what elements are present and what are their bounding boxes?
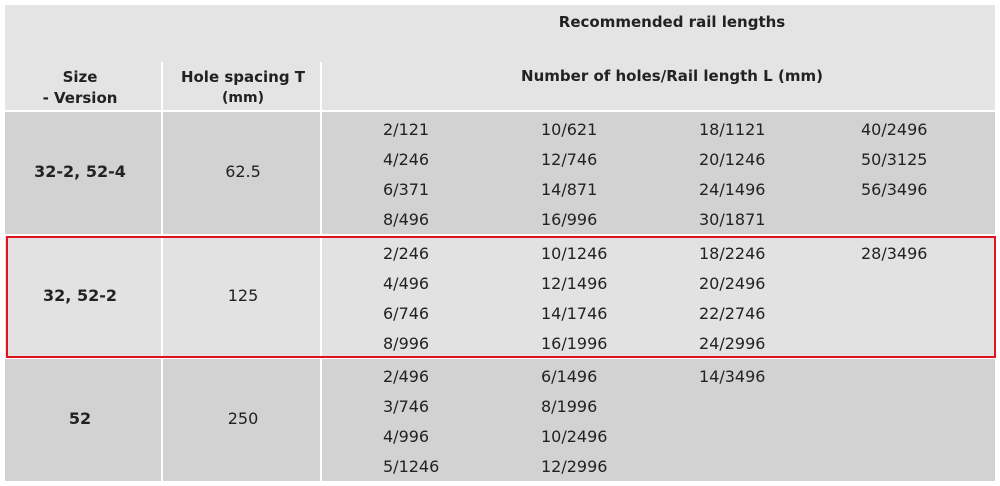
length-cell: 20/1246 xyxy=(699,150,766,169)
length-cell: 8/496 xyxy=(383,210,430,229)
length-cell: 30/1871 xyxy=(699,210,766,229)
header-cell: Hole spacing T xyxy=(180,68,306,86)
length-cell: 6/371 xyxy=(383,180,430,199)
divider xyxy=(320,112,322,234)
header-cell: - Version xyxy=(42,89,118,107)
length-cell: 24/2996 xyxy=(699,334,766,353)
divider xyxy=(161,112,163,234)
row-bg xyxy=(5,359,995,481)
size-cell: 32-2, 52-4 xyxy=(34,162,126,181)
length-cell: 24/1496 xyxy=(699,180,766,199)
length-cell: 16/996 xyxy=(541,210,598,229)
length-cell: 3/746 xyxy=(383,397,430,416)
length-cell: 50/3125 xyxy=(861,150,928,169)
header-bg xyxy=(5,5,995,110)
length-cell: 8/1996 xyxy=(541,397,598,416)
length-cell: 10/2496 xyxy=(541,427,608,446)
divider xyxy=(320,359,322,481)
length-cell: 2/496 xyxy=(383,367,430,386)
length-cell: 22/2746 xyxy=(699,304,766,323)
row-bg xyxy=(5,236,995,358)
length-cell: 12/2996 xyxy=(541,457,608,476)
header-title: Recommended rail lengths xyxy=(558,13,786,31)
spacing-cell: 62.5 xyxy=(225,162,261,181)
length-cell: 6/746 xyxy=(383,304,430,323)
length-cell: 4/996 xyxy=(383,427,430,446)
length-cell: 28/3496 xyxy=(861,244,928,263)
divider xyxy=(161,62,163,110)
divider xyxy=(161,236,163,358)
length-cell: 18/2246 xyxy=(699,244,766,263)
length-cell: 56/3496 xyxy=(861,180,928,199)
divider xyxy=(5,234,995,236)
length-cell: 40/2496 xyxy=(861,120,928,139)
length-cell: 20/2496 xyxy=(699,274,766,293)
size-cell: 52 xyxy=(68,409,92,428)
header-cell: (mm) xyxy=(222,90,264,106)
length-cell: 2/246 xyxy=(383,244,430,263)
length-cell: 4/496 xyxy=(383,274,430,293)
length-cell: 5/1246 xyxy=(383,457,440,476)
divider xyxy=(161,359,163,481)
divider xyxy=(320,62,322,110)
length-cell: 6/1496 xyxy=(541,367,598,386)
header-cell: Number of holes/Rail length L (mm) xyxy=(521,67,823,85)
spacing-cell: 125 xyxy=(227,286,259,305)
length-cell: 14/1746 xyxy=(541,304,608,323)
length-cell: 2/121 xyxy=(383,120,430,139)
length-cell: 4/246 xyxy=(383,150,430,169)
divider xyxy=(320,236,322,358)
spacing-cell: 250 xyxy=(227,409,259,428)
header-cell: Size xyxy=(62,68,98,86)
length-cell: 10/1246 xyxy=(541,244,608,263)
length-cell: 16/1996 xyxy=(541,334,608,353)
length-cell: 12/1496 xyxy=(541,274,608,293)
size-cell: 32, 52-2 xyxy=(43,286,117,305)
length-cell: 8/996 xyxy=(383,334,430,353)
length-cell: 14/3496 xyxy=(699,367,766,386)
highlight-box xyxy=(6,236,996,358)
length-cell: 14/871 xyxy=(541,180,598,199)
length-cell: 12/746 xyxy=(541,150,598,169)
divider xyxy=(5,481,995,483)
length-cell: 18/1121 xyxy=(699,120,766,139)
length-cell: 10/621 xyxy=(541,120,598,139)
row-bg xyxy=(5,112,995,234)
